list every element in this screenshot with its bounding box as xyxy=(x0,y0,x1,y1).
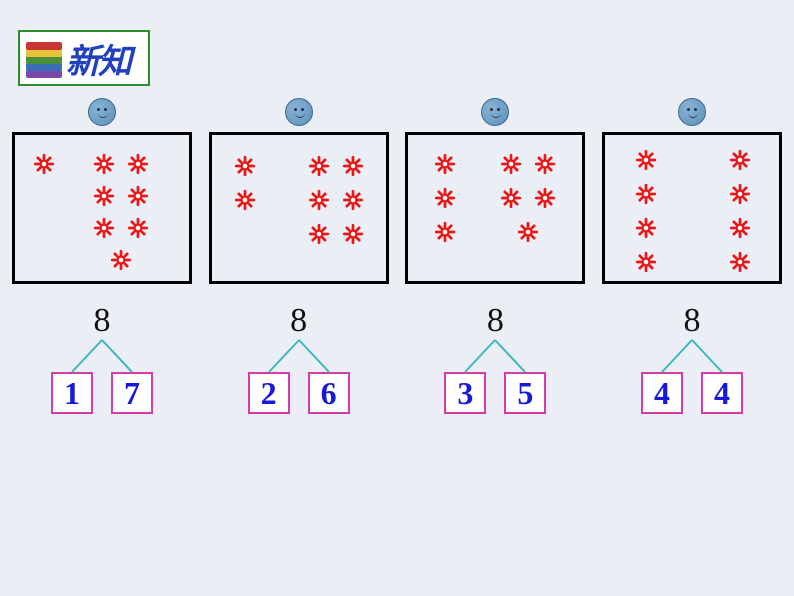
flower-icon xyxy=(434,187,456,209)
flower-icon xyxy=(127,185,149,207)
bond-lines xyxy=(52,338,152,374)
bottom-numbers: 26 xyxy=(248,372,350,414)
panel-2: 826 xyxy=(207,98,391,414)
number-bond: 844 xyxy=(632,304,752,414)
smiley-icon xyxy=(88,98,116,126)
left-number-box: 2 xyxy=(248,372,290,414)
left-number-box: 1 xyxy=(51,372,93,414)
number-bond: 826 xyxy=(239,304,359,414)
number-bond: 817 xyxy=(42,304,162,414)
top-number: 8 xyxy=(94,304,111,338)
flower-icon xyxy=(342,155,364,177)
bond-lines xyxy=(642,338,742,374)
books-icon xyxy=(24,38,64,78)
right-number-box: 6 xyxy=(308,372,350,414)
smiley-icon xyxy=(285,98,313,126)
flower-icon xyxy=(434,153,456,175)
flower-icon xyxy=(234,189,256,211)
flower-icon xyxy=(308,155,330,177)
left-number-box: 3 xyxy=(444,372,486,414)
flower-icon xyxy=(729,217,751,239)
flower-icon xyxy=(729,149,751,171)
top-number: 8 xyxy=(290,304,307,338)
bottom-numbers: 44 xyxy=(641,372,743,414)
flower-icon xyxy=(308,223,330,245)
right-number-box: 5 xyxy=(504,372,546,414)
flower-icon xyxy=(729,251,751,273)
flower-icon xyxy=(110,249,132,271)
right-number-box: 4 xyxy=(701,372,743,414)
flower-icon xyxy=(127,217,149,239)
flower-icon xyxy=(342,223,364,245)
flower-icon xyxy=(434,221,456,243)
number-bond: 835 xyxy=(435,304,555,414)
flower-icon xyxy=(33,153,55,175)
flower-box xyxy=(405,132,585,284)
bottom-numbers: 35 xyxy=(444,372,546,414)
panel-4: 844 xyxy=(600,98,784,414)
smiley-icon xyxy=(481,98,509,126)
panel-1: 817 xyxy=(10,98,194,414)
flower-box xyxy=(12,132,192,284)
bottom-numbers: 17 xyxy=(51,372,153,414)
flower-icon xyxy=(729,183,751,205)
panel-3: 835 xyxy=(403,98,587,414)
flower-icon xyxy=(635,217,657,239)
top-number: 8 xyxy=(683,304,700,338)
flower-icon xyxy=(635,251,657,273)
flower-icon xyxy=(308,189,330,211)
flower-icon xyxy=(127,153,149,175)
flower-box xyxy=(209,132,389,284)
flower-icon xyxy=(534,187,556,209)
badge: 新知 xyxy=(18,30,150,86)
flower-icon xyxy=(93,153,115,175)
flower-icon xyxy=(500,187,522,209)
bond-lines xyxy=(445,338,545,374)
bond-lines xyxy=(249,338,349,374)
right-number-box: 7 xyxy=(111,372,153,414)
flower-icon xyxy=(517,221,539,243)
flower-icon xyxy=(500,153,522,175)
flower-icon xyxy=(93,217,115,239)
left-number-box: 4 xyxy=(641,372,683,414)
flower-box xyxy=(602,132,782,284)
flower-icon xyxy=(93,185,115,207)
flower-icon xyxy=(534,153,556,175)
panels-row: 817 xyxy=(10,98,784,414)
flower-icon xyxy=(342,189,364,211)
flower-icon xyxy=(635,183,657,205)
badge-text: 新知 xyxy=(66,34,130,83)
flower-icon xyxy=(234,155,256,177)
flower-icon xyxy=(635,149,657,171)
smiley-icon xyxy=(678,98,706,126)
top-number: 8 xyxy=(487,304,504,338)
